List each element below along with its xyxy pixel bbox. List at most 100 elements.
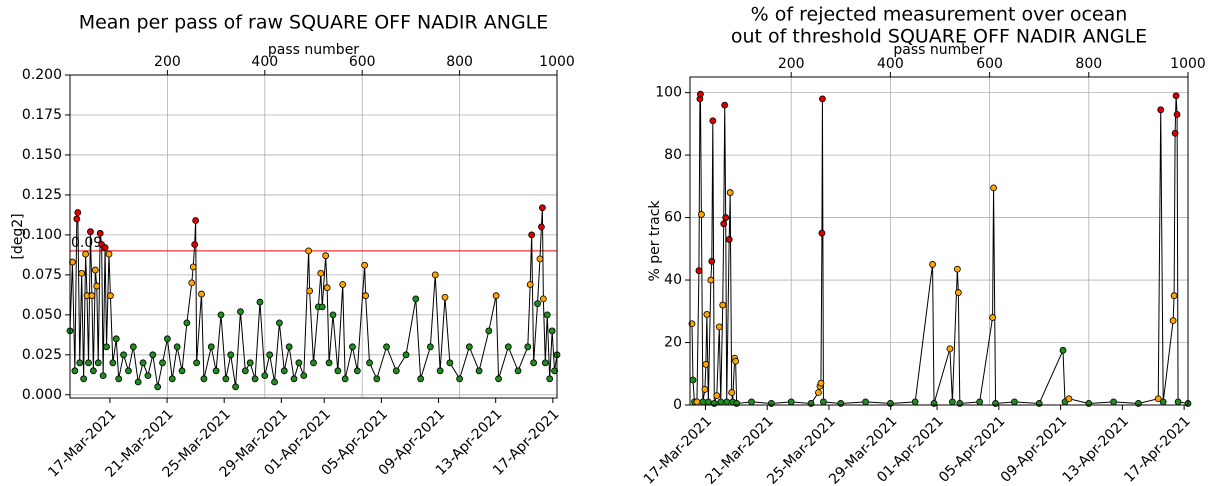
data-point bbox=[173, 343, 181, 351]
data-point bbox=[695, 267, 703, 275]
data-point bbox=[726, 189, 734, 196]
data-point bbox=[193, 359, 201, 367]
data-point bbox=[305, 247, 313, 255]
data-point bbox=[88, 292, 96, 300]
data-point bbox=[446, 359, 454, 367]
x-tick-label: 800 bbox=[446, 54, 473, 70]
data-point bbox=[373, 375, 381, 383]
data-point bbox=[717, 398, 725, 406]
threshold-label: 0.09 bbox=[71, 235, 102, 251]
data-point bbox=[85, 359, 92, 367]
data-point bbox=[306, 287, 314, 295]
data-point bbox=[807, 400, 815, 407]
data-point bbox=[383, 343, 390, 351]
data-point bbox=[948, 398, 956, 406]
data-point bbox=[548, 327, 556, 335]
data-point bbox=[392, 367, 400, 375]
data-point bbox=[339, 281, 347, 288]
data-point bbox=[99, 372, 107, 380]
data-point bbox=[953, 265, 961, 273]
plot-frame bbox=[689, 76, 1189, 406]
data-point bbox=[76, 359, 84, 367]
data-point bbox=[530, 359, 538, 367]
data-point bbox=[107, 292, 114, 300]
y-tick-label: 40 bbox=[664, 272, 682, 288]
data-point bbox=[198, 290, 205, 298]
data-point bbox=[285, 343, 293, 351]
data-point bbox=[689, 376, 697, 384]
data-point bbox=[73, 215, 81, 223]
data-point bbox=[192, 217, 200, 224]
data-point bbox=[534, 300, 541, 308]
data-point bbox=[431, 271, 439, 279]
data-point bbox=[310, 359, 317, 367]
data-point bbox=[723, 398, 731, 406]
data-point bbox=[1170, 292, 1178, 300]
data-point bbox=[101, 244, 109, 252]
data-point bbox=[815, 389, 822, 396]
data-point bbox=[543, 311, 551, 319]
data-point bbox=[538, 204, 546, 212]
data-point bbox=[251, 375, 259, 383]
data-point bbox=[144, 372, 152, 380]
data-point bbox=[492, 292, 500, 300]
data-point bbox=[526, 281, 534, 288]
y-tick-label: 0.150 bbox=[22, 147, 62, 163]
data-point bbox=[1173, 111, 1181, 118]
data-point bbox=[1172, 92, 1180, 100]
x-tick-label: 400 bbox=[877, 56, 904, 72]
data-point bbox=[246, 359, 254, 367]
data-point bbox=[1159, 398, 1167, 406]
data-point bbox=[323, 284, 331, 292]
data-point bbox=[115, 375, 123, 383]
chart-title: Mean per pass of raw SQUARE OFF NADIR AN… bbox=[79, 12, 549, 34]
data-point bbox=[733, 400, 741, 407]
data-point bbox=[930, 400, 938, 407]
data-point bbox=[436, 367, 444, 375]
data-point bbox=[719, 301, 727, 309]
y-tick-label: 0.125 bbox=[22, 187, 62, 203]
data-point bbox=[120, 351, 127, 359]
data-point bbox=[349, 343, 356, 351]
data-point bbox=[524, 343, 532, 351]
data-point bbox=[149, 351, 157, 359]
data-point bbox=[417, 375, 425, 383]
data-point bbox=[886, 400, 894, 407]
data-point bbox=[1059, 346, 1067, 354]
data-point bbox=[80, 375, 88, 383]
data-point bbox=[703, 311, 711, 318]
x-axis-label: pass number bbox=[893, 42, 984, 58]
data-point bbox=[129, 343, 137, 351]
data-point bbox=[168, 375, 176, 383]
data-point bbox=[954, 289, 962, 296]
data-point bbox=[412, 295, 420, 303]
data-point bbox=[353, 367, 361, 375]
x-tick-label: 200 bbox=[154, 54, 181, 70]
data-point bbox=[266, 351, 274, 359]
y-tick-label: 80 bbox=[664, 147, 682, 163]
y-tick-label: 0.025 bbox=[22, 347, 62, 363]
data-point bbox=[207, 343, 215, 351]
data-point bbox=[1035, 400, 1043, 407]
y-axis-label: % per track bbox=[647, 200, 663, 282]
data-point bbox=[708, 257, 716, 265]
data-point bbox=[139, 359, 147, 367]
data-point bbox=[709, 117, 717, 125]
data-point bbox=[222, 375, 230, 383]
y-tick-label: 0.000 bbox=[22, 387, 62, 403]
data-point bbox=[956, 400, 964, 407]
data-point bbox=[862, 398, 869, 406]
data-point bbox=[1174, 398, 1182, 406]
data-point bbox=[159, 359, 166, 367]
data-point bbox=[317, 269, 325, 277]
data-point bbox=[990, 184, 997, 192]
data-point bbox=[325, 359, 333, 367]
data-point bbox=[93, 282, 101, 290]
data-point bbox=[989, 314, 996, 321]
data-point bbox=[71, 367, 79, 375]
data-point bbox=[189, 263, 197, 271]
data-point bbox=[241, 367, 249, 375]
y-tick-label: 0.200 bbox=[22, 67, 62, 83]
data-point bbox=[538, 223, 545, 231]
